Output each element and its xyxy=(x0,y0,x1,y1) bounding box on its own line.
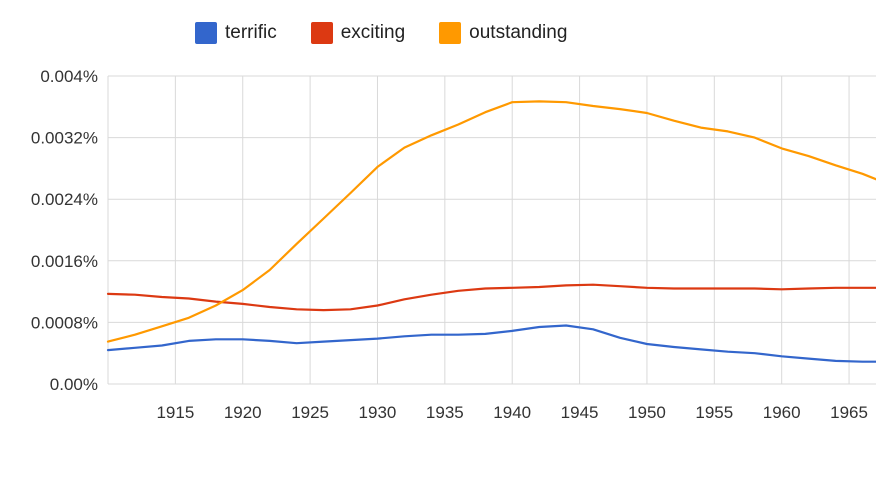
legend-label-exciting: exciting xyxy=(340,22,406,43)
legend-item-outstanding[interactable]: outstanding xyxy=(439,22,567,44)
legend-item-exciting[interactable]: exciting xyxy=(310,22,406,44)
x-tick-label: 1930 xyxy=(359,403,397,422)
chart-grid xyxy=(107,75,876,385)
series-line-exciting[interactable] xyxy=(106,283,876,312)
x-tick-label: 1925 xyxy=(291,403,329,422)
y-tick-label: 0.004% xyxy=(40,67,98,86)
x-tick-label: 1955 xyxy=(695,403,733,422)
x-tick-label: 1960 xyxy=(763,403,801,422)
chart-legend: terrific exciting outstanding xyxy=(195,20,567,46)
y-tick-label: 0.0032% xyxy=(31,129,98,148)
legend-swatch-exciting xyxy=(310,22,333,44)
legend-swatch-terrific xyxy=(195,22,217,44)
legend-swatch-outstanding xyxy=(439,22,462,44)
x-tick-label: 1940 xyxy=(493,403,531,422)
y-tick-label: 0.0016% xyxy=(31,252,98,271)
x-tick-label: 1965 xyxy=(830,403,868,422)
x-tick-label: 1920 xyxy=(224,403,262,422)
y-tick-label: 0.0008% xyxy=(31,313,98,332)
series-lines xyxy=(106,100,876,363)
x-tick-label: 1950 xyxy=(628,403,666,422)
x-tick-label: 1915 xyxy=(156,403,194,422)
x-tick-label: 1935 xyxy=(426,403,464,422)
legend-label-outstanding: outstanding xyxy=(469,22,568,43)
y-tick-label: 0.00% xyxy=(50,375,98,394)
series-line-terrific[interactable] xyxy=(106,324,876,363)
legend-item-terrific[interactable]: terrific xyxy=(195,22,277,44)
y-tick-label: 0.0024% xyxy=(31,190,98,209)
series-line-outstanding[interactable] xyxy=(106,100,876,343)
legend-label-terrific: terrific xyxy=(225,22,277,43)
y-axis: 0.00% 0.0008% 0.0016% 0.0024% 0.0032% 0.004% xyxy=(31,67,98,394)
x-axis: 1915 1920 1925 1930 1935 1940 1945 1950 1955 1960… xyxy=(156,403,868,422)
x-tick-label: 1945 xyxy=(561,403,599,422)
